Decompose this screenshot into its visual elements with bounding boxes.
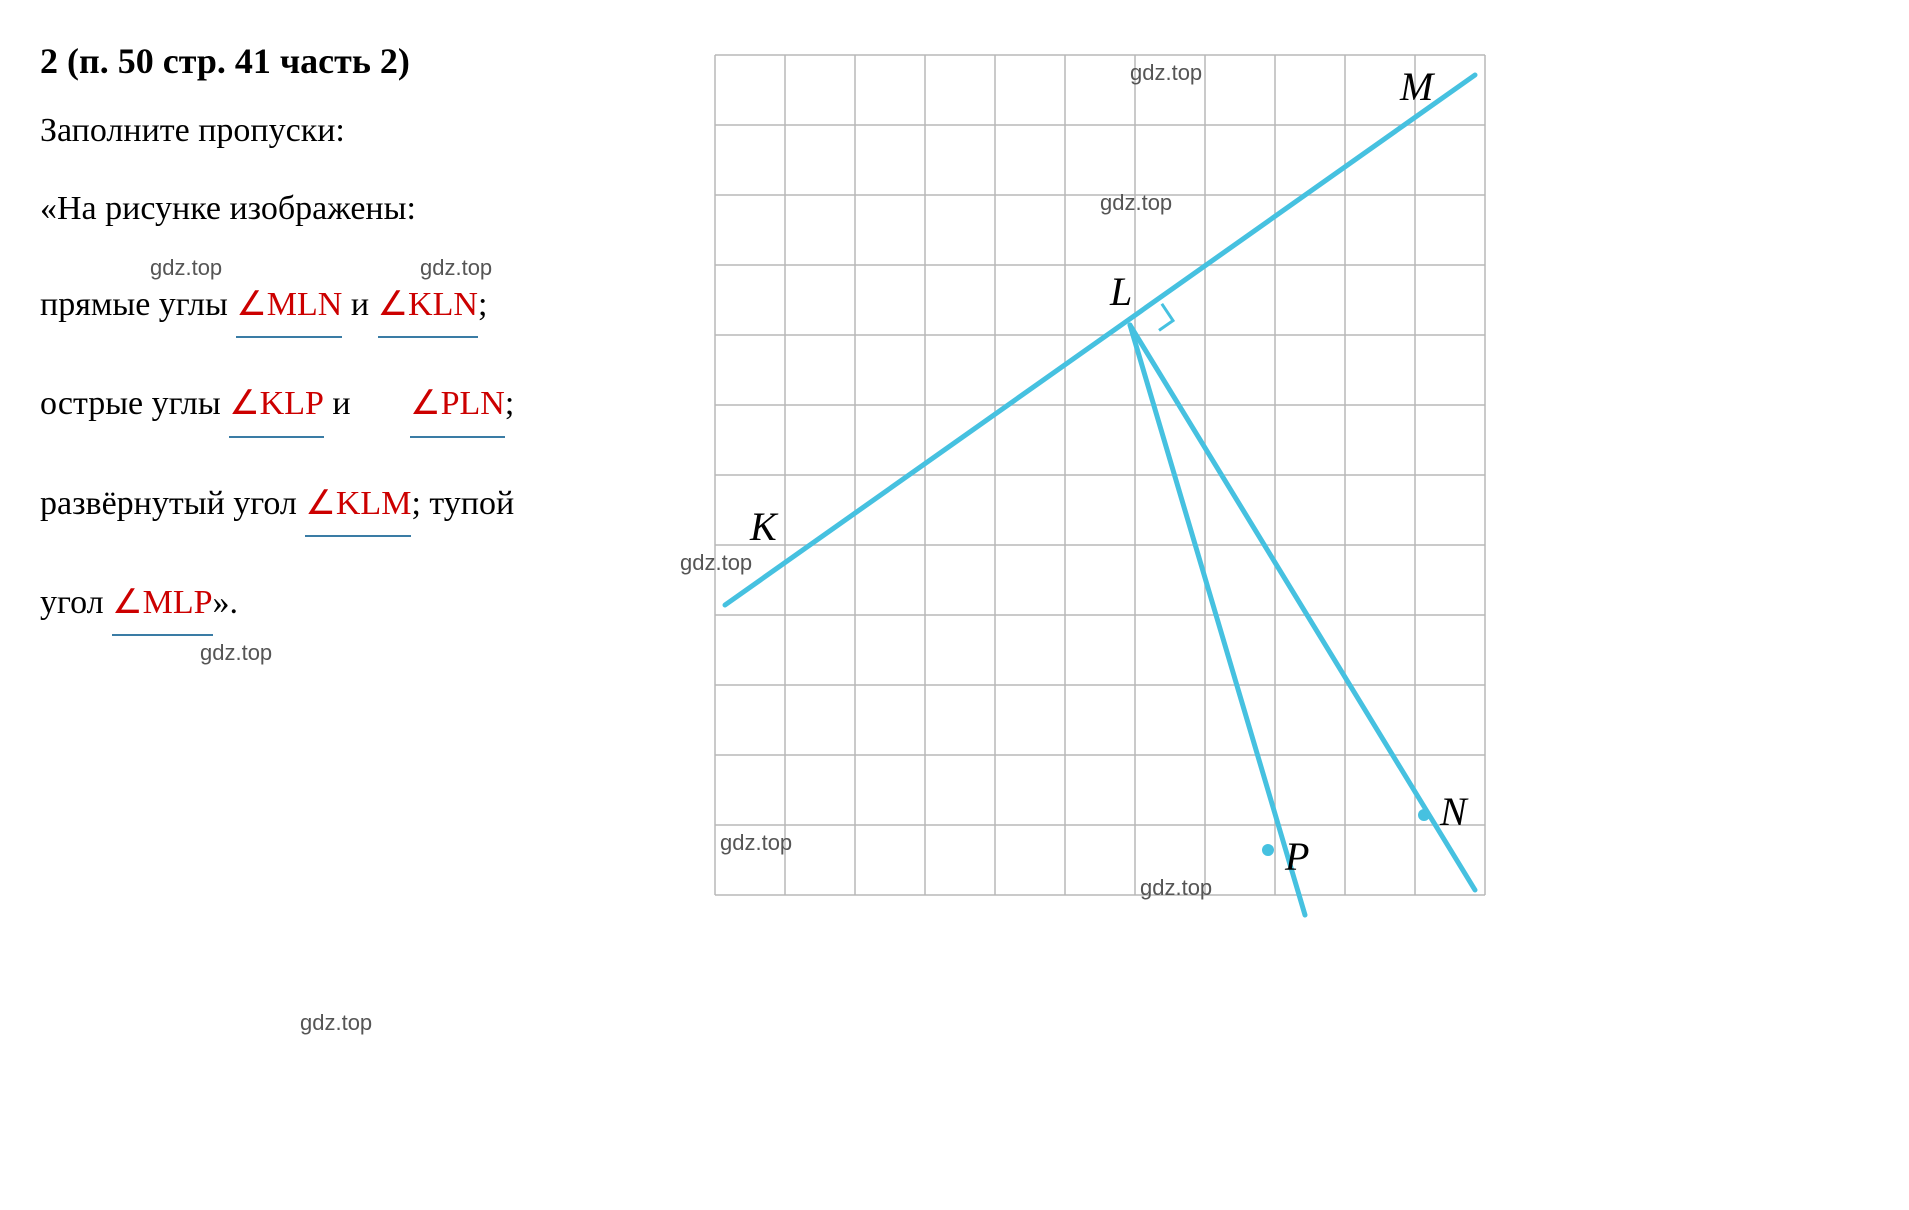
watermark: gdz.top (1100, 190, 1172, 216)
svg-text:L: L (1109, 269, 1132, 314)
svg-text:P: P (1284, 834, 1309, 879)
text-fragment: рисунке (105, 190, 221, 227)
problem-title: 2 (п. 50 стр. 41 часть 2) (40, 40, 680, 82)
fill-instruction: Заполните пропуски: (40, 112, 680, 150)
problem-line-5: угол ∠MLP». (40, 572, 680, 636)
svg-text:N: N (1439, 789, 1469, 834)
watermark: gdz.top (680, 550, 752, 576)
text-fragment: ; (505, 385, 514, 422)
answer-angle: ∠KLM (305, 473, 411, 537)
problem-line-3: острые углы ∠KLP и ∠PLN; (40, 373, 680, 437)
answer-angle: ∠KLP (229, 373, 324, 437)
svg-text:M: M (1399, 64, 1436, 109)
answer-angle: ∠MLN (236, 274, 342, 338)
watermark: gdz.top (1140, 875, 1212, 901)
text-fragment: ; тупой (411, 485, 514, 522)
text-content: 2 (п. 50 стр. 41 часть 2) Заполните проп… (40, 40, 680, 940)
text-fragment: прямые углы (40, 286, 236, 323)
problem-line-1: «На рисунке изображены: (40, 178, 680, 239)
geometry-diagram: M L K N P (700, 40, 1500, 940)
text-fragment: ; (478, 286, 487, 323)
text-fragment: развёрнутый угол (40, 485, 305, 522)
text-fragment: «На (40, 190, 97, 227)
answer-angle: ∠PLN (410, 373, 505, 437)
watermark: gdz.top (420, 255, 492, 281)
text-fragment: изображены: (229, 190, 415, 227)
diagram-svg: M L K N P (700, 40, 1500, 940)
watermark: gdz.top (200, 640, 272, 666)
problem-line-4: развёрнутый угол ∠KLM; тупой (40, 473, 680, 537)
text-fragment: острые углы (40, 385, 229, 422)
text-fragment: угол (40, 584, 112, 621)
watermark: gdz.top (300, 1010, 372, 1036)
watermark: gdz.top (720, 830, 792, 856)
watermark: gdz.top (1130, 60, 1202, 86)
answer-angle: ∠KLN (378, 274, 478, 338)
text-fragment: ». (213, 584, 239, 621)
svg-text:K: K (749, 504, 779, 549)
answer-angle: ∠MLP (112, 572, 212, 636)
text-fragment: и (342, 286, 377, 323)
text-fragment: и (324, 385, 410, 422)
watermark: gdz.top (150, 255, 222, 281)
problem-line-2: прямые углы ∠MLN и ∠KLN; (40, 274, 680, 338)
